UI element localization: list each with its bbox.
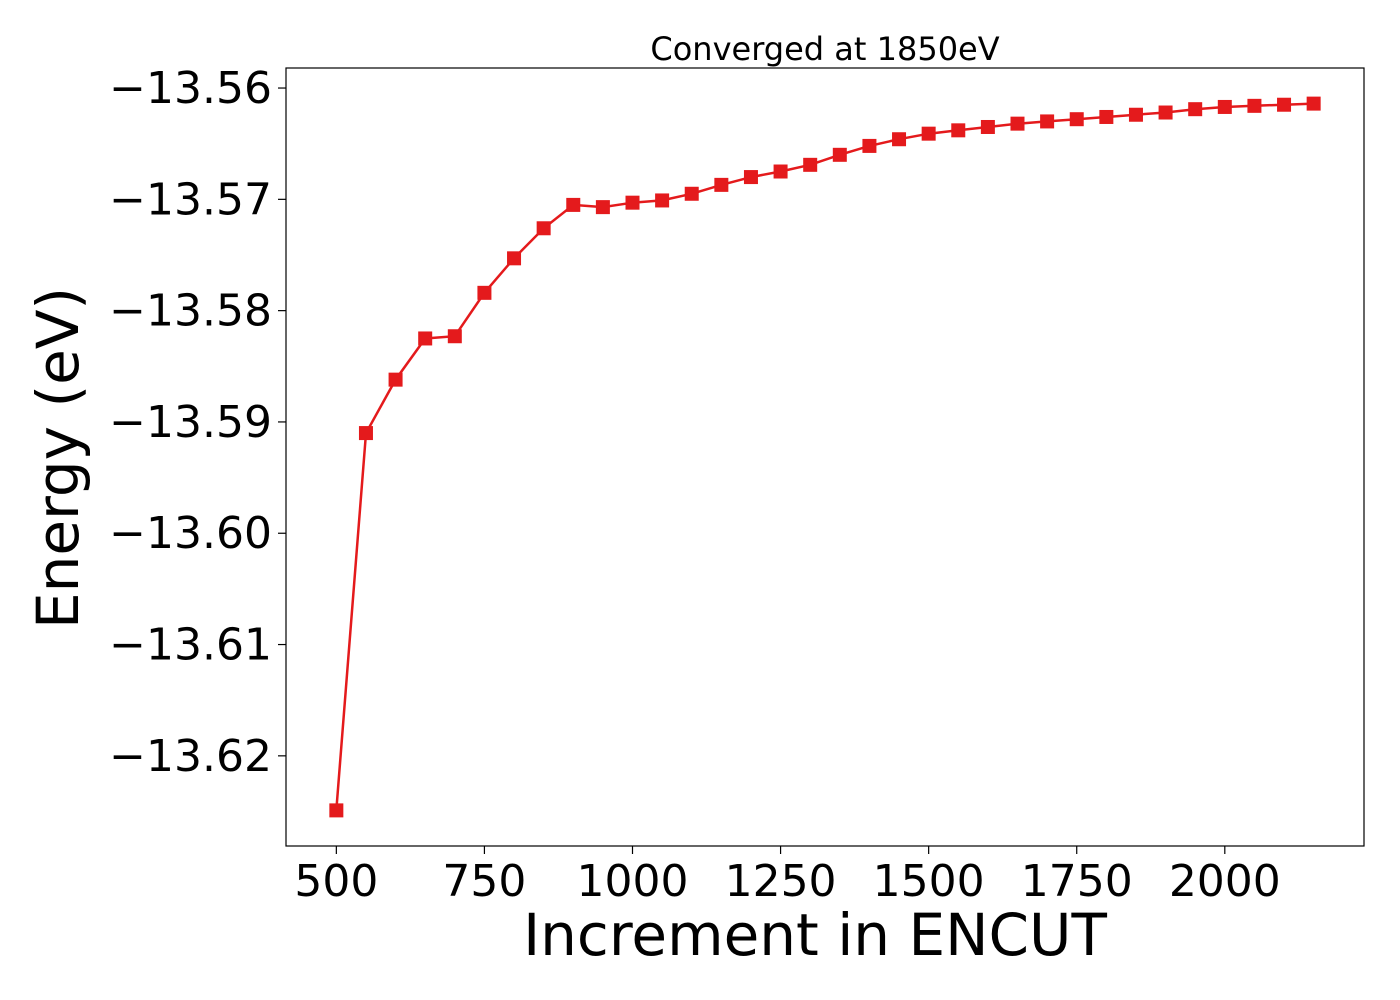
y-axis: −13.56 −13.57 −13.58 −13.59 −13.60 −13.61 −13.…: [109, 63, 286, 782]
data-point: [1069, 112, 1084, 127]
data-point: [1099, 109, 1114, 124]
y-tick-label: −13.61: [109, 620, 272, 671]
data-point: [980, 119, 995, 134]
data-point: [1217, 99, 1232, 114]
data-point: [803, 157, 818, 172]
data-point: [1010, 116, 1025, 131]
data-point: [507, 251, 522, 266]
data-point: [1306, 96, 1321, 111]
y-axis-label: Energy (eV): [24, 287, 92, 629]
y-tick-label: −13.60: [109, 508, 272, 559]
data-point: [921, 126, 936, 141]
data-point: [1040, 114, 1055, 129]
x-tick-label: 2000: [1169, 856, 1281, 907]
data-point: [625, 195, 640, 210]
data-point: [536, 221, 551, 236]
data-point: [1158, 105, 1173, 120]
plot-area: [329, 96, 1321, 818]
x-tick-label: 1750: [1021, 856, 1133, 907]
x-tick-label: 1500: [873, 856, 985, 907]
data-point: [329, 803, 344, 818]
y-tick-label: −13.62: [109, 731, 272, 782]
data-point: [1188, 102, 1203, 117]
x-axis: 500 750 1000 1250 1500 1750 2000: [294, 846, 1281, 907]
data-point: [862, 138, 877, 153]
data-point: [1277, 97, 1292, 112]
y-tick-label: −13.57: [109, 174, 272, 225]
data-point: [358, 426, 373, 441]
x-tick-label: 1250: [725, 856, 837, 907]
data-point: [388, 372, 403, 387]
data-point: [714, 177, 729, 192]
data-point: [566, 197, 581, 212]
data-point: [743, 170, 758, 185]
data-point: [447, 329, 462, 344]
data-point: [655, 193, 670, 208]
data-point: [1128, 107, 1143, 122]
x-tick-label: 750: [442, 856, 526, 907]
data-point: [892, 132, 907, 147]
data-point: [477, 285, 492, 300]
data-point: [1247, 98, 1262, 113]
y-tick-label: −13.58: [109, 286, 272, 337]
y-tick-label: −13.56: [109, 63, 272, 114]
series-line: [335, 102, 1314, 811]
data-point: [684, 186, 699, 201]
data-point: [595, 200, 610, 215]
y-tick-label: −13.59: [109, 397, 272, 448]
data-point: [832, 147, 847, 162]
x-tick-label: 1000: [577, 856, 689, 907]
data-point: [951, 123, 966, 138]
data-point: [418, 331, 433, 346]
chart-title: Converged at 1850eV: [650, 30, 999, 68]
data-point: [773, 164, 788, 179]
x-axis-label: Increment in ENCUT: [523, 901, 1107, 969]
x-tick-label: 500: [294, 856, 378, 907]
plot-frame: [285, 67, 1365, 847]
